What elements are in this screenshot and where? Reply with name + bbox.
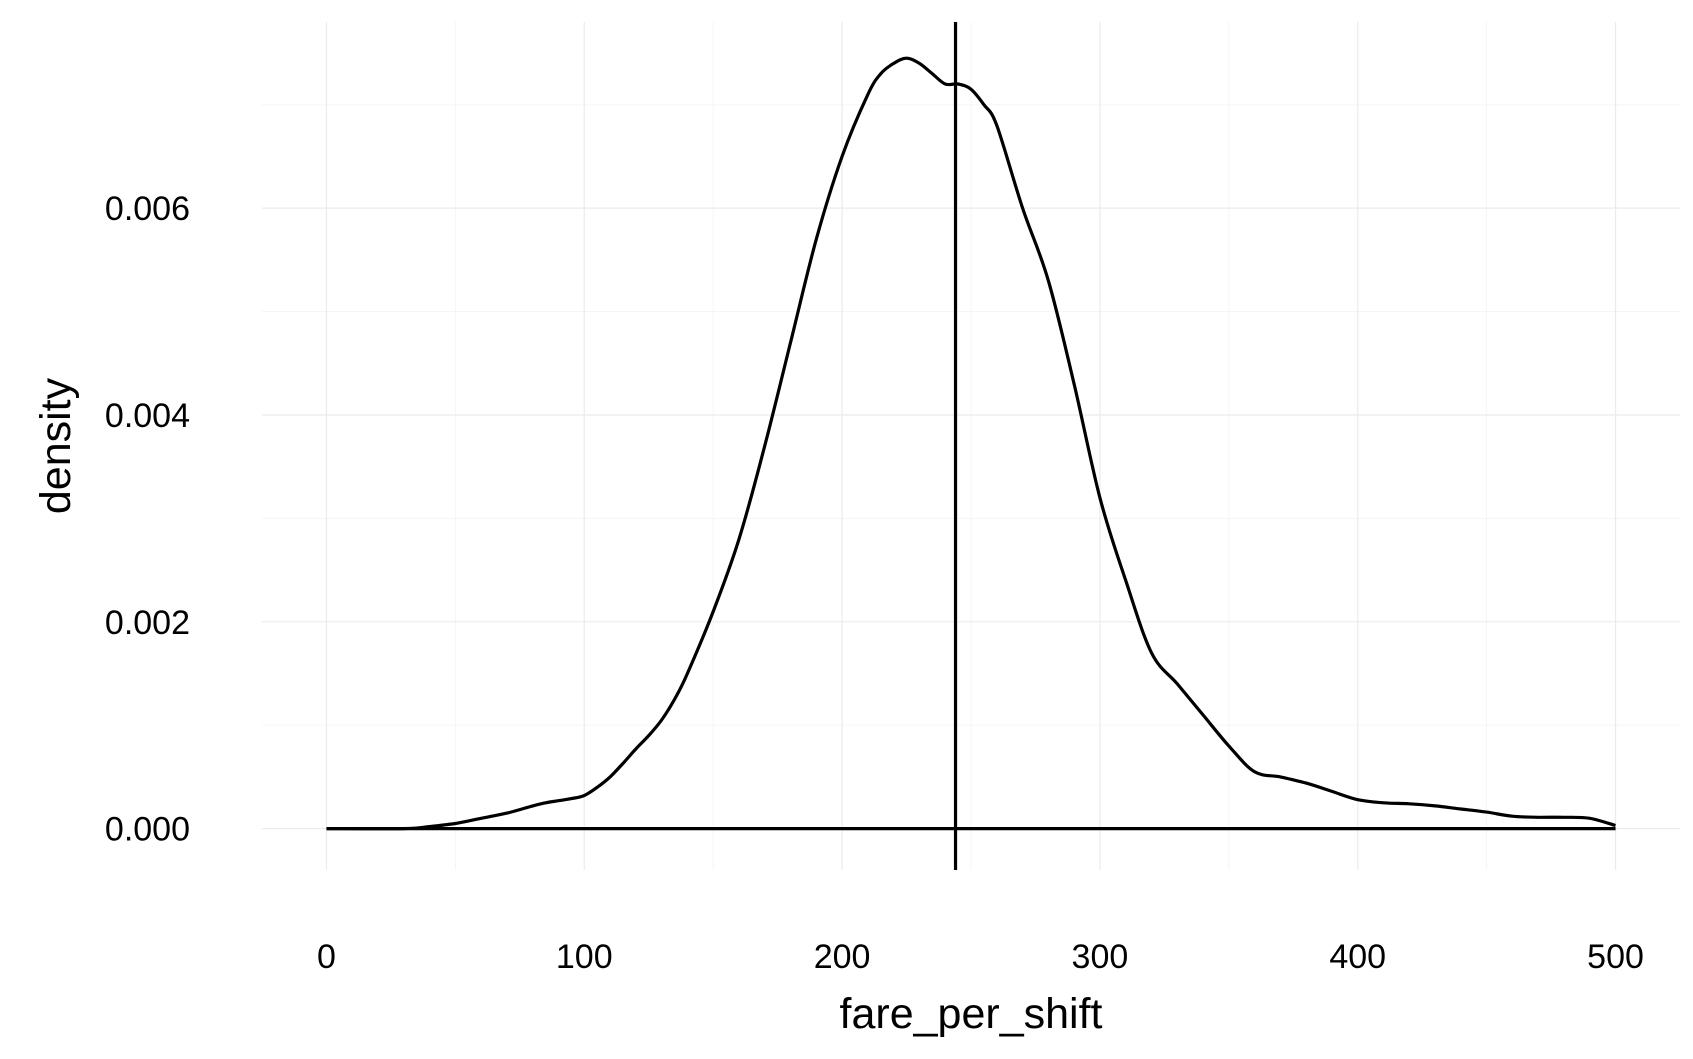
y-axis-title: density [32, 377, 80, 514]
x-tick-label: 500 [1587, 938, 1644, 976]
x-axis-ticks: 0 100 200 300 400 500 [317, 938, 1644, 976]
x-tick-label: 400 [1329, 938, 1386, 976]
y-tick-label: 0.004 [105, 397, 190, 435]
x-axis-title: fare_per_shift [840, 990, 1103, 1038]
plot-marks [326, 22, 1616, 870]
y-tick-label: 0.000 [105, 811, 190, 849]
x-tick-label: 300 [1072, 938, 1129, 976]
y-tick-label: 0.006 [105, 190, 190, 228]
density-curve [326, 56, 1616, 831]
y-axis-ticks: 0.000 0.002 0.004 0.006 [105, 190, 190, 848]
x-tick-label: 100 [556, 938, 613, 976]
x-tick-label: 200 [814, 938, 871, 976]
grid [262, 22, 1680, 870]
y-tick-label: 0.002 [105, 604, 190, 642]
x-tick-label: 0 [317, 938, 336, 976]
